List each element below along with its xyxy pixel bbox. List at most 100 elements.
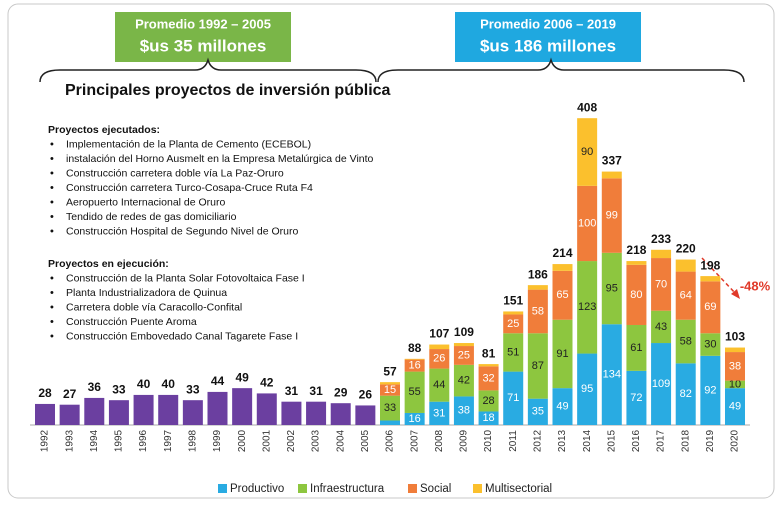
bar-segment (380, 384, 400, 396)
bar-segment (577, 353, 598, 425)
segment-label: 69 (704, 301, 716, 313)
historic-bar (306, 401, 327, 425)
page-title: Principales proyectos de inversión públi… (65, 82, 391, 99)
right-brace (377, 57, 745, 83)
total-label: 57 (383, 364, 397, 378)
x-tick-label: 1994 (89, 429, 100, 452)
segment-label: 49 (556, 400, 568, 412)
bullet: • (50, 316, 54, 328)
bar-segment (552, 270, 573, 320)
segment-label: 109 (652, 378, 670, 390)
segment-label: 58 (532, 305, 544, 317)
historic-label: 31 (309, 384, 323, 398)
segment-label: 32 (482, 372, 494, 384)
bar-segment (453, 364, 474, 397)
segment-label: 92 (704, 384, 716, 396)
historic-bar (108, 400, 129, 425)
segment-label: 61 (630, 342, 642, 354)
bar-segment (577, 261, 598, 354)
total-label: 220 (676, 242, 696, 256)
historic-label: 28 (38, 386, 52, 400)
historic-bar (281, 401, 302, 425)
segment-label: 28 (482, 395, 494, 407)
bullet: • (50, 225, 54, 237)
segment-label: 25 (458, 349, 470, 361)
bar-segment (651, 310, 672, 344)
bar-segment (601, 178, 622, 253)
x-tick-label: 2020 (730, 429, 741, 452)
x-tick-label: 2000 (237, 429, 248, 452)
bar-segment (429, 368, 450, 402)
historic-bar (182, 400, 203, 425)
x-tick-label: 2009 (459, 429, 470, 452)
historic-bar (207, 391, 228, 425)
segment-label: 100 (578, 217, 596, 229)
x-tick-label: 2011 (508, 430, 519, 452)
bar-segment (453, 396, 474, 425)
list-item: Construcción de la Planta Solar Fotovolt… (66, 272, 305, 284)
bar-segment (380, 420, 400, 425)
segment-label: 71 (507, 392, 519, 404)
list-item: Carretera doble vía Caracollo-Confital (66, 301, 242, 313)
bar-segment (527, 333, 548, 399)
total-label: 107 (429, 327, 449, 341)
list-item: instalación del Horno Ausmelt en la Empr… (66, 153, 374, 165)
bar-segment (601, 252, 622, 325)
historic-bar (35, 403, 55, 425)
total-label: 81 (482, 346, 496, 360)
historic-bar (256, 393, 277, 425)
bar-segment (700, 355, 721, 425)
drop-arrowhead (731, 289, 740, 299)
list-item: Construcción Puente Aroma (66, 316, 197, 328)
segment-label: 64 (680, 290, 692, 302)
total-label: 109 (454, 325, 474, 339)
list-item: Construcción Embovedado Canal Tagarete F… (66, 330, 298, 342)
bar-segment (626, 264, 647, 325)
segment-label: 51 (507, 346, 519, 358)
legend-swatch (298, 484, 307, 493)
historic-bar (232, 388, 253, 425)
total-label: 233 (651, 232, 671, 246)
x-tick-label: 1999 (212, 429, 223, 452)
segment-label: 134 (603, 369, 621, 381)
x-tick-label: 1997 (163, 429, 174, 452)
x-tick-label: 1993 (64, 429, 75, 452)
list-item: Aeropuerto Internacional de Oruro (66, 196, 226, 208)
segment-label: 123 (578, 301, 596, 313)
segment-label: 87 (532, 360, 544, 372)
bar-segment (429, 401, 450, 425)
bar-segment (404, 359, 425, 372)
bar-segment (503, 311, 524, 315)
bar-segment (527, 289, 548, 334)
bar-segment (552, 319, 573, 389)
list-heading: Proyectos ejecutados: (48, 124, 160, 136)
bar-segment (725, 380, 745, 389)
list-item: Planta Industrializadora de Quinua (66, 287, 227, 299)
segment-label: 16 (409, 359, 421, 371)
bullet: • (50, 167, 54, 179)
bar-segment (503, 333, 524, 372)
bar-segment (527, 398, 548, 425)
bullet: • (50, 211, 54, 223)
segment-label: 38 (458, 405, 470, 417)
historic-label: 36 (88, 380, 102, 394)
total-label: 214 (552, 246, 572, 260)
right-box-title: Promedio 2006 – 2019 (480, 16, 616, 31)
segment-label: 95 (581, 383, 593, 395)
bar-segment (380, 395, 400, 421)
historic-bar (133, 394, 154, 425)
bar-segment (601, 171, 622, 179)
segment-label: 99 (606, 209, 618, 221)
segment-label: 58 (680, 335, 692, 347)
bullet: • (50, 138, 54, 150)
bar-segment (503, 371, 524, 425)
bar-segment (675, 259, 696, 272)
x-tick-label: 2002 (286, 429, 297, 452)
bar-segment (453, 346, 474, 365)
list-item: Construcción carretera doble vía La Paz-… (66, 167, 284, 179)
legend-label: Social (420, 483, 451, 495)
bar-segment (725, 347, 745, 353)
bar-segment (651, 258, 672, 311)
bar-segment (700, 281, 721, 334)
list-item: Implementación de la Planta de Cemento (… (66, 138, 311, 150)
